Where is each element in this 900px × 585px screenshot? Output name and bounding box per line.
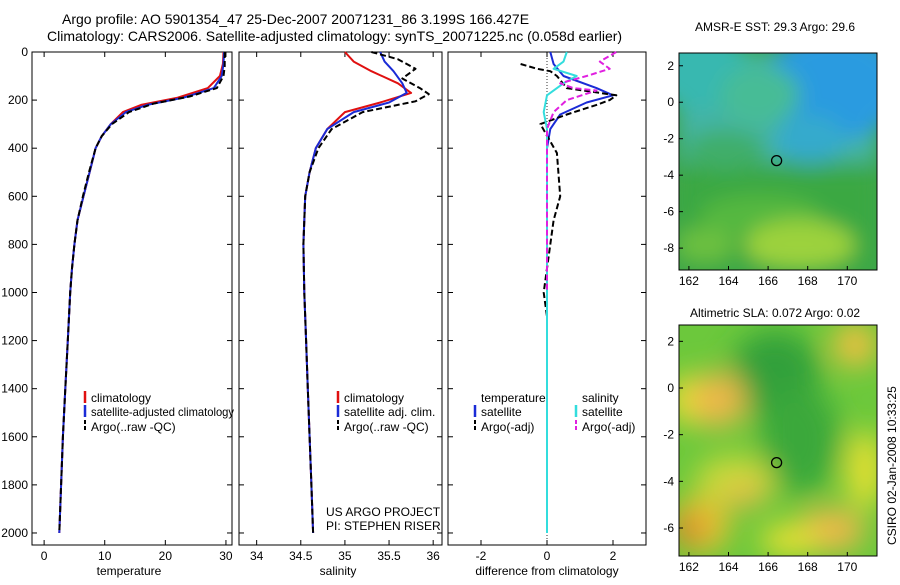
x-tick-label: 20 — [159, 549, 173, 563]
temperature-ticks: 0 10 20 30 0 200 400 600 800 1000 1200 1400 1600 1800… — [1, 45, 233, 563]
sla-map-title: Altimetric SLA: 0.072 Argo: 0.02 — [690, 306, 860, 320]
map-y-tick-label: -2 — [663, 428, 674, 442]
x-tick-label: 36 — [426, 549, 440, 563]
argo-float-marker — [770, 456, 783, 469]
x-tick-label: 34.5 — [289, 549, 313, 563]
x-tick-label: -2 — [476, 549, 487, 563]
difference-legend: temperature satellite Argo(-adj) salinit… — [473, 391, 635, 434]
credit-line-2: PI: STEPHEN RISER — [326, 519, 441, 533]
legend-label-sal-satellite: satellite — [582, 405, 623, 419]
temperature-lines — [58, 51, 226, 534]
y-tick-label: 800 — [8, 237, 28, 251]
x-tick-label: 2 — [610, 549, 617, 563]
map-y-tick-label: -2 — [663, 132, 674, 146]
sla-map-ticks: 162 164 166 168 170 2 0 -2 -4 -6 — [663, 334, 857, 574]
legend-label-sal-argo: Argo(-adj) — [582, 420, 635, 434]
map-y-tick-label: -6 — [663, 521, 674, 535]
series-line-salinity-argo-adj — [546, 51, 617, 293]
salinity-axes-frame — [238, 51, 443, 546]
x-tick-label: 35.5 — [377, 549, 401, 563]
y-tick-label: 200 — [8, 93, 28, 107]
map-y-tick-label: 2 — [667, 334, 674, 348]
legend-label-argo: Argo(..raw -QC) — [91, 420, 176, 434]
map-y-tick-label: 0 — [667, 95, 674, 109]
salinity-panel: 34 34.5 35 35.5 36 salinity climatology sate… — [238, 51, 443, 578]
map-y-tick-label: -8 — [663, 241, 674, 255]
figure-title-line-2: Climatology: CARS2006. Satellite-adjuste… — [47, 28, 622, 44]
map-y-tick-label: 2 — [667, 59, 674, 73]
legend-label-climatology: climatology — [91, 391, 151, 405]
temperature-xlabel: temperature — [97, 564, 162, 578]
y-tick-label: 1200 — [1, 334, 28, 348]
difference-lines — [520, 51, 618, 533]
salinity-xlabel: salinity — [320, 564, 357, 578]
temperature-panel: 0 10 20 30 0 200 400 600 800 1000 1200 1400 1600 1800… — [1, 45, 234, 578]
map-x-tick-label: 168 — [798, 274, 818, 288]
x-tick-label: 0 — [41, 549, 48, 563]
y-tick-label: 1800 — [1, 478, 28, 492]
sla-map-panel: Altimetric SLA: 0.072 Argo: 0.02 162 164 1… — [663, 306, 878, 574]
map-x-tick-label: 162 — [679, 560, 699, 574]
salinity-legend: climatology satellite adj. clim. Argo(..… — [336, 391, 435, 434]
legend-label-climatology: climatology — [344, 391, 404, 405]
salinity-ticks: 34 34.5 35 35.5 36 — [239, 51, 442, 563]
x-tick-label: 10 — [98, 549, 112, 563]
map-x-tick-label: 166 — [758, 274, 778, 288]
y-tick-label: 2000 — [1, 526, 28, 540]
argo-float-marker — [770, 154, 783, 167]
y-tick-label: 1400 — [1, 382, 28, 396]
csiro-timestamp: CSIRO 02-Jan-2008 10:33:25 — [885, 386, 899, 545]
sst-map-frame — [678, 52, 878, 271]
map-x-tick-label: 170 — [837, 274, 857, 288]
sst-map-panel: AMSR-E SST: 29.3 Argo: 29.6 162 164 166 168… — [663, 20, 878, 288]
legend-label-argo: Argo(..raw -QC) — [344, 420, 429, 434]
difference-xlabel: difference from climatology — [475, 564, 618, 578]
map-x-tick-label: 168 — [798, 560, 818, 574]
legend-label-temp-satellite: satellite — [481, 405, 522, 419]
x-tick-label: 35 — [338, 549, 352, 563]
figure-title-line-1: Argo profile: AO 5901354_47 25-Dec-2007 … — [62, 11, 529, 27]
x-tick-label: 30 — [219, 549, 233, 563]
sla-map-frame — [678, 324, 878, 557]
y-tick-label: 0 — [21, 45, 28, 59]
x-tick-label: 34 — [250, 549, 264, 563]
map-x-tick-label: 162 — [679, 274, 699, 288]
salinity-lines — [302, 51, 430, 534]
series-line-argo-raw-qc — [58, 52, 226, 534]
map-x-tick-label: 164 — [718, 274, 738, 288]
legend-label-satellite-adjusted: satellite-adjusted climatology — [91, 405, 234, 419]
map-y-tick-label: -4 — [663, 474, 674, 488]
map-x-tick-label: 170 — [837, 560, 857, 574]
sst-heatmap — [679, 53, 877, 270]
sst-map-title: AMSR-E SST: 29.3 Argo: 29.6 — [695, 20, 855, 34]
legend-heading-temperature: temperature — [481, 391, 546, 405]
series-line-salinity-satellite — [542, 51, 578, 533]
x-tick-label: 0 — [544, 549, 551, 563]
difference-ticks: -2 0 2 — [448, 51, 646, 563]
map-x-tick-label: 166 — [758, 560, 778, 574]
y-tick-label: 1600 — [1, 430, 28, 444]
y-tick-label: 1000 — [1, 285, 28, 299]
y-tick-label: 400 — [8, 141, 28, 155]
map-y-tick-label: -4 — [663, 168, 674, 182]
map-x-tick-label: 164 — [718, 560, 738, 574]
legend-heading-salinity: salinity — [582, 391, 619, 405]
map-y-tick-label: -6 — [663, 205, 674, 219]
temperature-legend: climatology satellite-adjusted climatolo… — [83, 391, 234, 434]
legend-label-satellite-adj: satellite adj. clim. — [344, 405, 435, 419]
difference-panel: -2 0 2 difference from climatology tempera… — [447, 51, 647, 578]
map-y-tick-label: 0 — [667, 381, 674, 395]
y-tick-label: 600 — [8, 189, 28, 203]
series-line-argo-raw-qc — [302, 51, 430, 534]
credit-line-1: US ARGO PROJECT — [326, 505, 441, 519]
sla-heatmap — [679, 325, 877, 556]
legend-label-temp-argo: Argo(-adj) — [481, 420, 534, 434]
sst-map-ticks: 162 164 166 168 170 2 0 -2 -4 -6 -8 — [663, 59, 857, 288]
temperature-axes-frame — [31, 51, 233, 546]
